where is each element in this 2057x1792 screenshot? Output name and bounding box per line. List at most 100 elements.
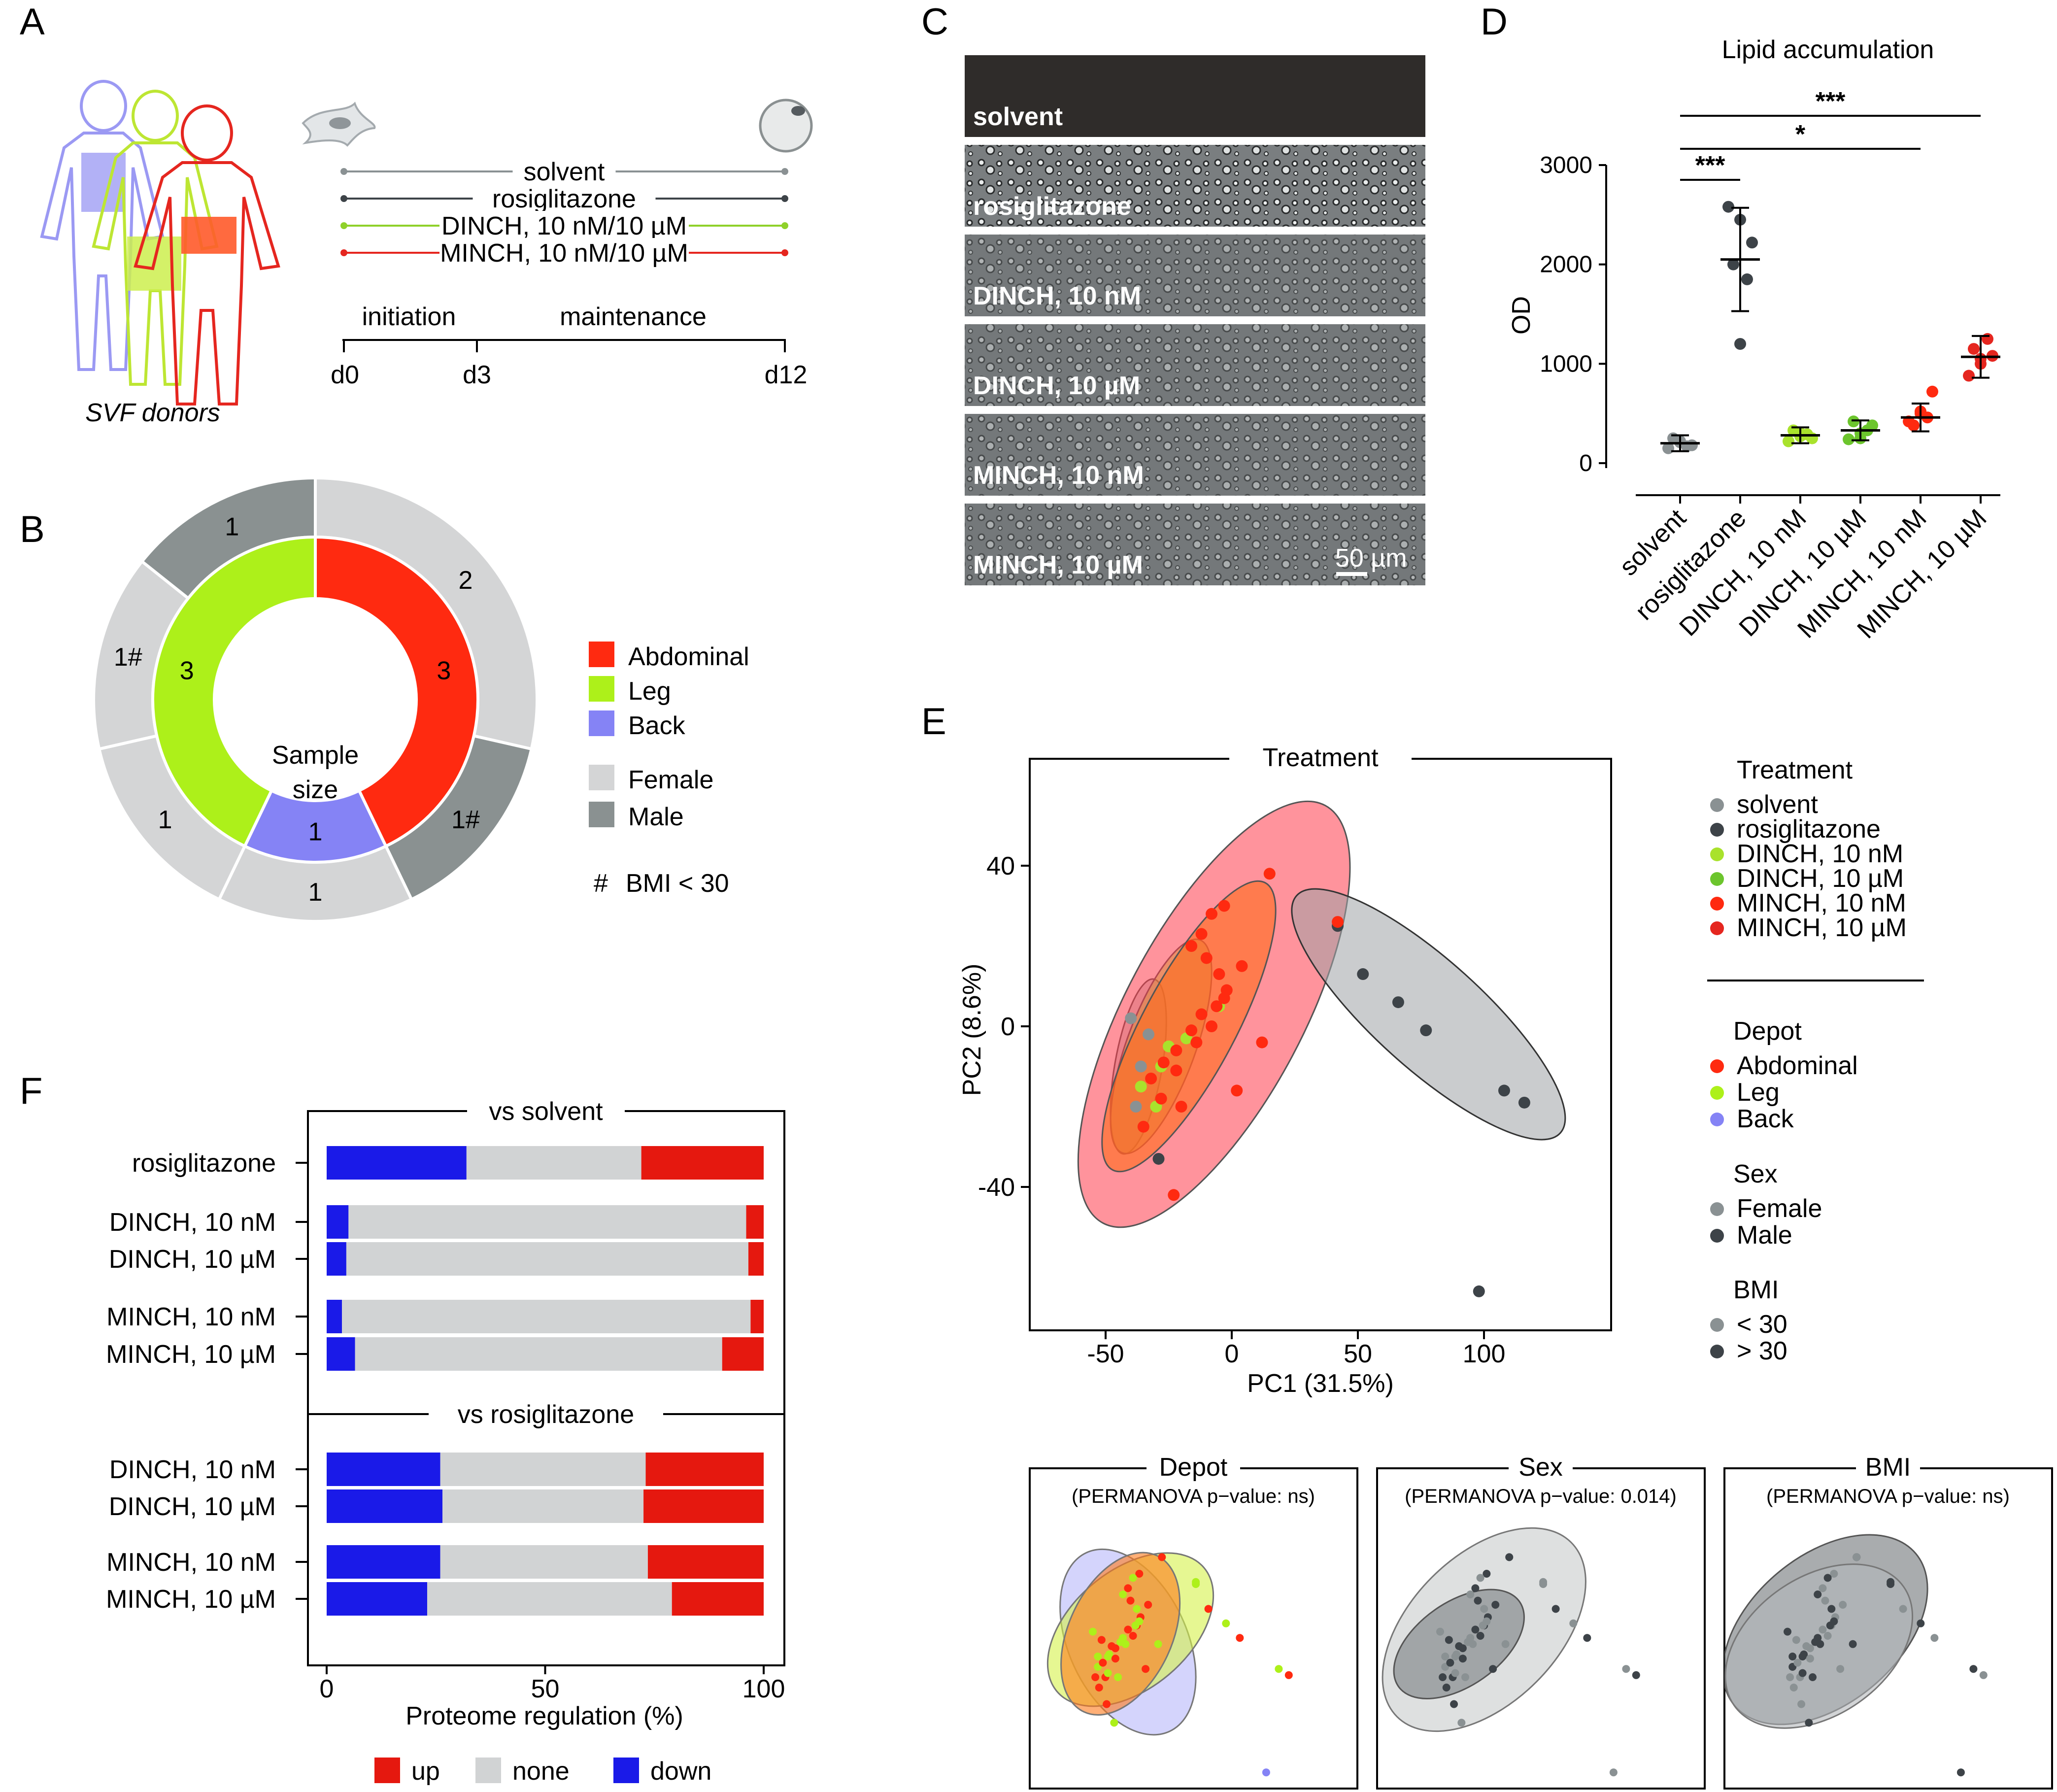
pca-point-minch-15 (1170, 1044, 1182, 1056)
f-legend-swatch-up (374, 1758, 400, 1783)
subpanel-depot-point-9 (1091, 1673, 1100, 1681)
pca-x-tick-label-100: 100 (1463, 1340, 1506, 1368)
legend-label-female: Female (628, 766, 713, 794)
subpanel-bmi-point-44 (1789, 1684, 1798, 1691)
bar-up-0-rosiglitazone (641, 1146, 764, 1180)
bar-down-0-dinch-10-nm (327, 1205, 349, 1239)
subpanel-bmi-point-43 (1809, 1673, 1817, 1681)
micrograph-dinch-10-m (965, 324, 1425, 406)
point-minch-10-nm-2 (1926, 385, 1938, 398)
subpanel-sex-point-42 (1491, 1601, 1500, 1609)
pca-point-minch-14 (1185, 1024, 1198, 1037)
timeline-label-bg-minch-10-nm-10-m (439, 238, 689, 267)
legend-label-male: Male (628, 803, 684, 831)
inner-ring-label-2: 3 (180, 656, 194, 685)
phase-maintenance: maintenance (560, 303, 707, 331)
subpanel-bmi-point-1 (1899, 1605, 1907, 1613)
legend-legend_depot-label-0: Abdominal (1737, 1051, 1858, 1080)
preadipocyte-nucleus (329, 117, 351, 129)
subpanel-bmi-point-32 (1819, 1625, 1827, 1634)
subpanel-bmi-point-26 (1819, 1584, 1827, 1592)
subpanel-bmi-point-36 (1793, 1658, 1802, 1667)
subpanel-sex-point-10 (1441, 1653, 1450, 1660)
subpanel-bmi-point-41 (1830, 1617, 1838, 1625)
subpanel-depot-point-6 (1262, 1768, 1270, 1777)
bar-up-0-minch-10-nm (750, 1300, 764, 1333)
pca-point-minch-3 (1263, 868, 1276, 880)
subpanel-depot-point-24 (1135, 1570, 1144, 1578)
legend-label-abdominal: Abdominal (628, 642, 749, 671)
f-legend-label-none: none (512, 1757, 570, 1786)
panel-f: F vs solvent rosiglitazone DINCH, 10 nM DIN… (20, 1070, 785, 1786)
pca-x-tick-label--50: -50 (1087, 1340, 1124, 1368)
bar-none-0-minch-10-m (355, 1337, 722, 1371)
subpanel-depot-point-22 (1158, 1553, 1166, 1561)
bar-none-1-minch-10-m (427, 1582, 672, 1616)
pca-point-minch-0 (1168, 1189, 1180, 1201)
subpanel-depot-point-5 (1284, 1671, 1293, 1679)
bar-none-0-dinch-10-m (346, 1242, 748, 1276)
donor-back-silhouette (40, 80, 165, 371)
panel-label-c: C (921, 1, 948, 43)
subpanel-sex-point-6 (1609, 1768, 1618, 1777)
pca-point-rosiglitazone-4 (1498, 1084, 1510, 1097)
legend-legend_depot-dot-0 (1710, 1059, 1724, 1073)
subpanel-sex-point-7 (1450, 1700, 1458, 1708)
pca-point-minch-23 (1236, 960, 1248, 972)
bar-up-0-dinch-10-nm (746, 1205, 764, 1239)
subpanel-sex-point-26 (1471, 1584, 1480, 1592)
bar-down-0-minch-10-m (327, 1337, 355, 1371)
row-label-0-minch-10-nm: MINCH, 10 nM (106, 1303, 276, 1331)
bar-up-1-minch-10-m (672, 1582, 764, 1616)
subpanel-plot-depot (1046, 1548, 1293, 1777)
bar-down-0-rosiglitazone (327, 1146, 467, 1180)
pca-point-minch-20 (1190, 1036, 1203, 1048)
pca-point-minch-7 (1195, 928, 1208, 940)
chart-f-xlabel: Proteome regulation (%) (405, 1702, 683, 1730)
panel-a: A SVF donors solventrosiglitazoneDINCH, … (20, 1, 813, 427)
footnote-symbol: # (594, 869, 608, 898)
subpanel-sex-point-43 (1461, 1673, 1469, 1681)
sample-size-donut: 2 1# 1 1 1# 1 3 1 3 (92, 476, 539, 923)
f-legend-label-down: down (650, 1757, 711, 1786)
row-label-1-minch-10-nm: MINCH, 10 nM (106, 1548, 276, 1577)
pca-title: Treatment (1262, 744, 1379, 772)
subpanel-sex-point-19 (1457, 1719, 1466, 1727)
subpanel-depot-point-41 (1135, 1617, 1144, 1625)
subpanel-depot-point-33 (1119, 1634, 1127, 1642)
timeline-label-rosiglitazone: rosiglitazone (492, 185, 636, 213)
f-legend-swatch-down (613, 1758, 639, 1783)
legend-swatch-female (589, 765, 614, 790)
bar-none-0-dinch-10-nm (348, 1205, 746, 1239)
pca-x-tick-label-0: 0 (1225, 1340, 1239, 1368)
chart-f-legend: up none down (374, 1757, 711, 1786)
subpanel-sex-point-39 (1469, 1640, 1477, 1648)
subpanel-bmi-point-28 (1821, 1596, 1829, 1605)
pca-point-minch-10 (1213, 968, 1225, 981)
micrograph-overlay-dinch-10-m (965, 324, 1425, 406)
adipocyte-nucleus (791, 106, 805, 116)
pca-point-minch-1 (1231, 1084, 1243, 1097)
micrograph-rosiglitazone (965, 145, 1425, 227)
day-d0: d0 (331, 361, 359, 389)
subpanel-depot-point-25 (1129, 1574, 1137, 1582)
subpanel-sex-point-44 (1442, 1684, 1450, 1691)
subpanel-depot-point-23 (1192, 1578, 1200, 1586)
subpanel-bmi-point-33 (1814, 1634, 1822, 1642)
subpanel-plot-bmi (1724, 1534, 1988, 1777)
legend-treatment-label-dinch-10-m: DINCH, 10 µM (1737, 864, 1904, 893)
pca-point-minch-18 (1155, 1092, 1167, 1105)
subpanel-sex-point-36 (1446, 1658, 1454, 1667)
subpanel-sex-point-11 (1445, 1636, 1453, 1644)
pca-ylabel: PC2 (8.6%) (958, 964, 986, 1096)
pca-point-dinch-0 (1135, 1081, 1147, 1093)
subpanel-sex-point-38 (1458, 1655, 1467, 1663)
subpanel-depot-point-37 (1104, 1669, 1112, 1677)
subpanel-plot-sex (1382, 1527, 1640, 1777)
group-title-1: vs rosiglitazone (458, 1400, 634, 1429)
inner-ring-segment-leg (151, 535, 317, 848)
legend-legend_bmi-dot-0 (1710, 1318, 1724, 1332)
subpanel-depot-point-36 (1099, 1658, 1107, 1667)
